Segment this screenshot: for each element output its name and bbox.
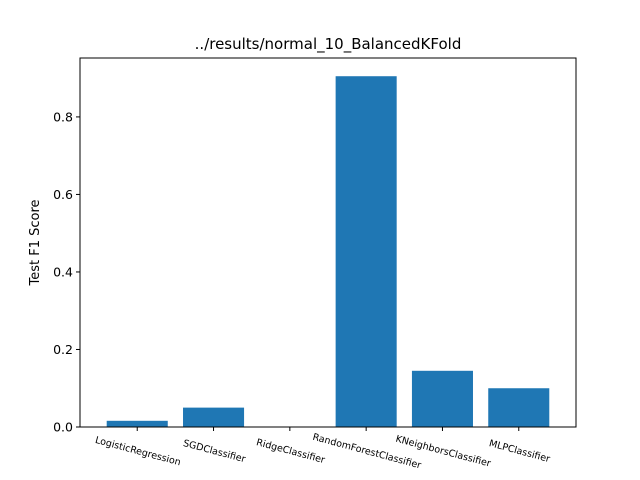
axes-frame [79,57,577,428]
y-axis: 0.0 0.2 0.4 0.6 0.8 [53,109,80,435]
x-tick-label: SGDClassifier [182,438,247,465]
bar-LogisticRegression [106,420,168,427]
x-tick-label: LogisticRegression [94,435,182,468]
chart-title: ../results/normal_10_BalancedKFold [195,35,462,54]
bar-MLPClassifier [488,388,550,427]
y-tick-label: 0.4 [53,264,73,279]
bar-RandomForestClassifier [335,76,397,427]
bar-KNeighborsClassifier [411,370,473,427]
y-axis-label: Test F1 Score [28,199,43,286]
y-tick-label: 0.2 [53,342,73,357]
bars-group [106,76,550,427]
x-tick-label: MLPClassifier [488,438,551,465]
y-tick-label: 0.6 [53,187,73,202]
y-tick-label: 0.8 [53,109,73,124]
y-tick-label: 0.0 [53,420,73,435]
x-axis: LogisticRegression SGDClassifier RidgeClas… [94,427,551,471]
bar-SGDClassifier [183,407,245,427]
